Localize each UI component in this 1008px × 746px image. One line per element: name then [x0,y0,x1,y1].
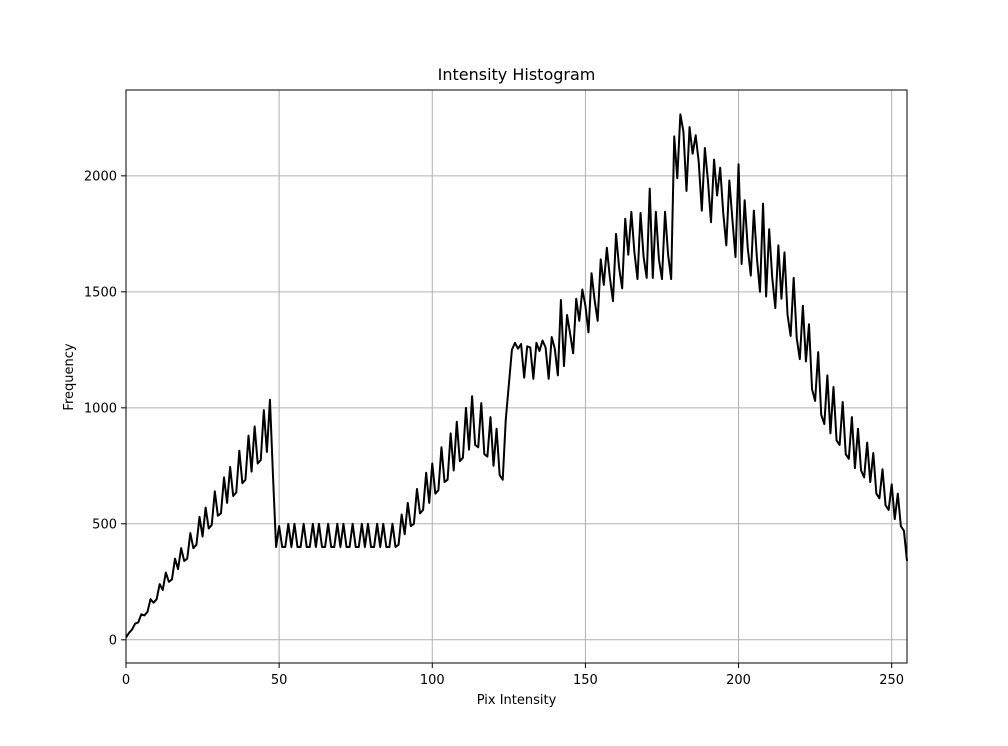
x-tick-label: 100 [420,673,445,688]
series-layer [125,113,908,639]
chart-title: Intensity Histogram [438,65,596,84]
y-axis-label: Frequency [62,343,77,410]
y-tick-label: 0 [109,633,117,648]
x-tick-label: 250 [879,673,904,688]
plot-frame [125,89,908,664]
x-tick-label: 50 [271,673,288,688]
x-tick-label: 150 [573,673,598,688]
x-tick-label: 0 [122,673,130,688]
histogram-line [125,113,908,639]
x-tick-label: 200 [726,673,751,688]
y-tick-label: 1500 [84,285,117,300]
y-tick-label: 2000 [84,169,117,184]
y-tick-label: 500 [92,517,117,532]
x-axis-label: Pix Intensity [477,693,557,708]
tick-layer: 0 50 100 150 200 250 0 500 1000 1500 2000 [84,169,904,688]
y-tick-label: 1000 [84,401,117,416]
